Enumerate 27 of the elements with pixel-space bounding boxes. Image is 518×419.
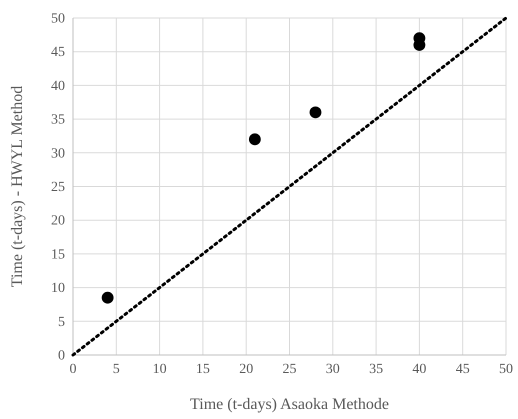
y-tick-label: 20 — [51, 214, 65, 229]
y-axis-title: Time (t-days) - HWYL Method — [9, 86, 26, 288]
y-tick-label: 5 — [58, 314, 65, 330]
y-tick-label: 10 — [51, 281, 65, 296]
y-tick-label: 40 — [51, 78, 65, 94]
y-tick-label: 25 — [51, 180, 65, 195]
x-tick-label: 45 — [456, 362, 470, 377]
y-tick-label: 15 — [51, 247, 65, 262]
x-tick-label: 15 — [196, 362, 210, 377]
y-tick-label: 50 — [51, 11, 65, 26]
point — [310, 106, 322, 118]
y-tick-label: 45 — [51, 45, 65, 60]
x-tick-label: 20 — [239, 362, 254, 377]
point — [248, 133, 261, 146]
x-tick-label: 35 — [369, 362, 384, 377]
point — [102, 292, 114, 304]
x-tick-label: 50 — [499, 362, 513, 377]
x-tick-label: 5 — [112, 362, 120, 377]
y-tick-label: 30 — [51, 146, 65, 162]
x-tick-label: 0 — [70, 362, 76, 377]
y-tick-label: 0 — [58, 348, 65, 364]
x-tick-label: 25 — [282, 362, 296, 377]
x-tick-label: 10 — [152, 362, 167, 377]
x-tick-label: 30 — [326, 362, 340, 377]
y-tick-label: 35 — [51, 112, 65, 128]
x-axis-title: Time (t-days) Asaoka Methode — [190, 396, 389, 413]
x-tick-label: 40 — [412, 362, 426, 377]
